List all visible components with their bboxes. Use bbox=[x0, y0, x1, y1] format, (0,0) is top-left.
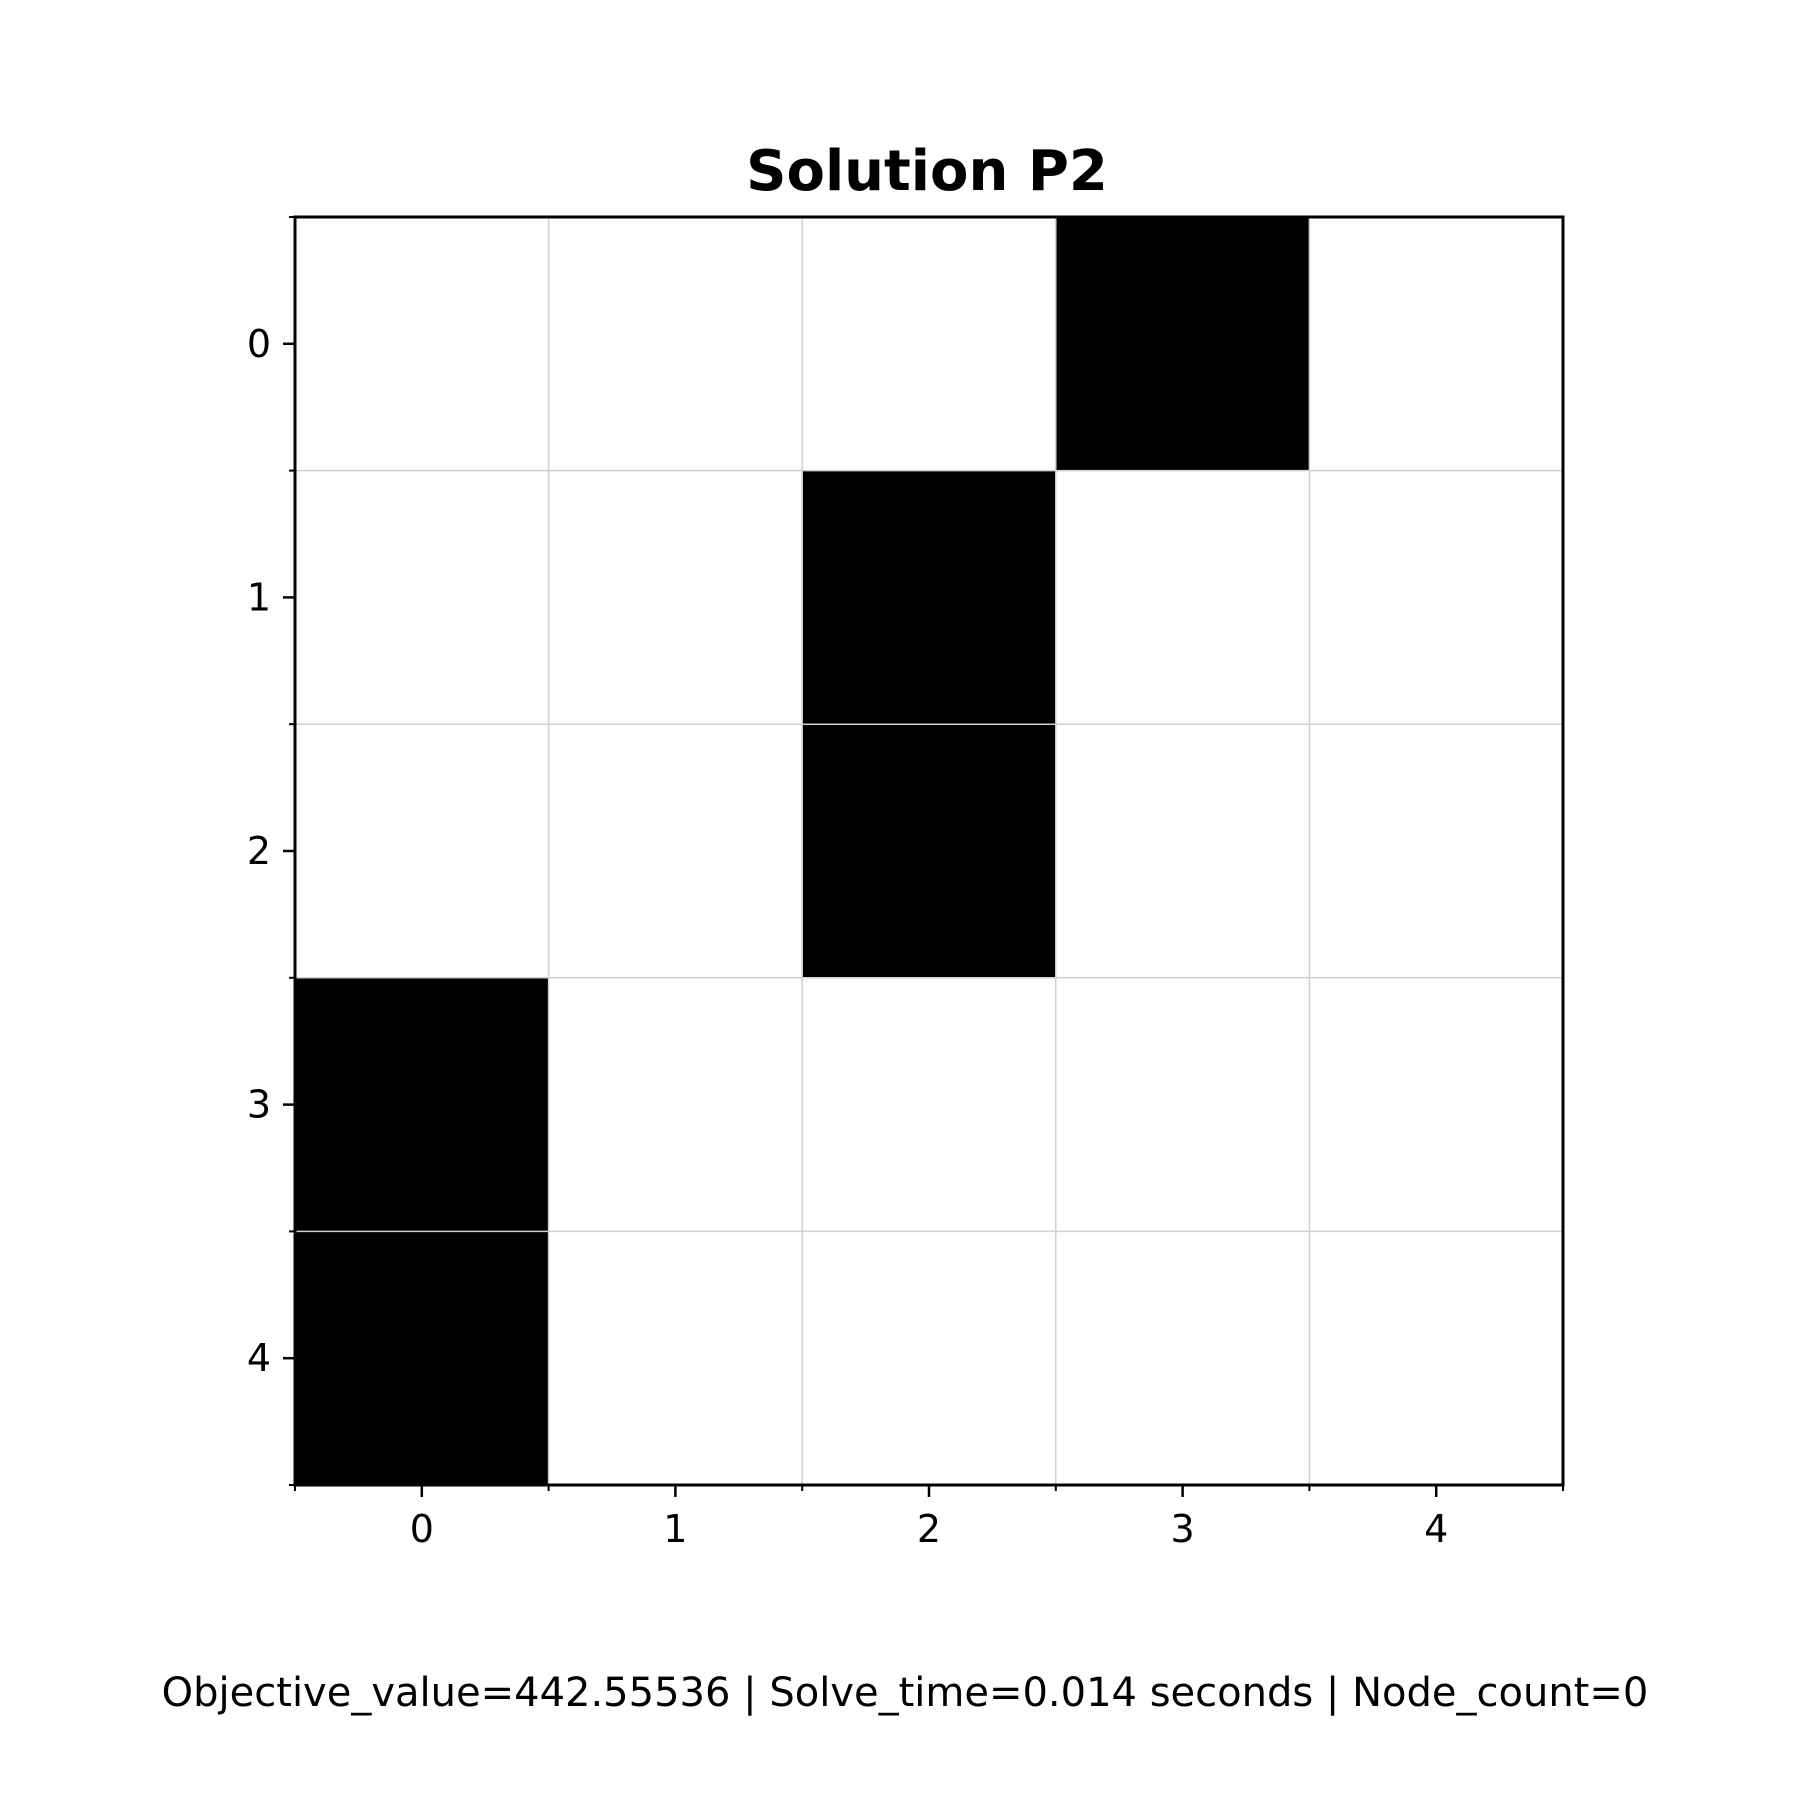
heatmap-cell-r3-c4 bbox=[1309, 977, 1564, 1232]
chart-title: Solution P2 bbox=[746, 139, 1108, 204]
heatmap-cell-r3-c0 bbox=[295, 977, 550, 1232]
heatmap-cell-r3-c2 bbox=[802, 977, 1057, 1232]
heatmap-cell-r3-c3 bbox=[1055, 977, 1310, 1232]
heatmap-cell-r4-c0 bbox=[295, 1231, 550, 1486]
heatmap-cell-r4-c2 bbox=[802, 1231, 1057, 1486]
heatmap-cell-r2-c1 bbox=[548, 724, 803, 979]
y-tick-label: 4 bbox=[247, 1336, 271, 1380]
heatmap-cell-r0-c0 bbox=[295, 217, 550, 472]
y-tick-label: 1 bbox=[247, 575, 271, 619]
x-tick-label: 3 bbox=[1171, 1507, 1195, 1551]
x-tick-label: 4 bbox=[1424, 1507, 1448, 1551]
x-axis-tick-labels: 0 1 2 3 4 bbox=[410, 1507, 1449, 1551]
solver-stats-footer: Objective_value=442.55536 | Solve_time=0… bbox=[162, 1670, 1649, 1716]
grid-lines bbox=[295, 217, 1563, 1485]
y-tick-label: 0 bbox=[247, 322, 271, 366]
heatmap-cell-r1-c3 bbox=[1055, 470, 1310, 725]
heatmap-cell-r0-c4 bbox=[1309, 217, 1564, 472]
heatmap-cell-r1-c4 bbox=[1309, 470, 1564, 725]
y-tick-label: 3 bbox=[247, 1083, 271, 1127]
plot-area: 0 1 2 3 4 0 1 2 3 4 bbox=[247, 215, 1565, 1551]
heatmap-cell-r1-c2 bbox=[802, 470, 1057, 725]
heatmap-cell-r4-c3 bbox=[1055, 1231, 1310, 1486]
x-tick-label: 0 bbox=[410, 1507, 434, 1551]
axis-ticks bbox=[283, 216, 1564, 1497]
heatmap-cell-r4-c1 bbox=[548, 1231, 803, 1486]
y-tick-label: 2 bbox=[247, 829, 271, 873]
y-axis-tick-labels: 0 1 2 3 4 bbox=[247, 322, 271, 1380]
heatmap-cell-r3-c1 bbox=[548, 977, 803, 1232]
heatmap-cell-r0-c3 bbox=[1055, 217, 1310, 472]
heatmap-cell-r2-c4 bbox=[1309, 724, 1564, 979]
heatmap-cell-r2-c2 bbox=[802, 724, 1057, 979]
heatmap-cell-r2-c3 bbox=[1055, 724, 1310, 979]
heatmap-cell-r1-c0 bbox=[295, 470, 550, 725]
heatmap-cell-r4-c4 bbox=[1309, 1231, 1564, 1486]
heatmap-cell-r2-c0 bbox=[295, 724, 550, 979]
x-tick-label: 1 bbox=[663, 1507, 687, 1551]
x-tick-label: 2 bbox=[917, 1507, 941, 1551]
heatmap-cells bbox=[295, 217, 1564, 1486]
heatmap-cell-r0-c2 bbox=[802, 217, 1057, 472]
heatmap-cell-r1-c1 bbox=[548, 470, 803, 725]
heatmap-cell-r0-c1 bbox=[548, 217, 803, 472]
